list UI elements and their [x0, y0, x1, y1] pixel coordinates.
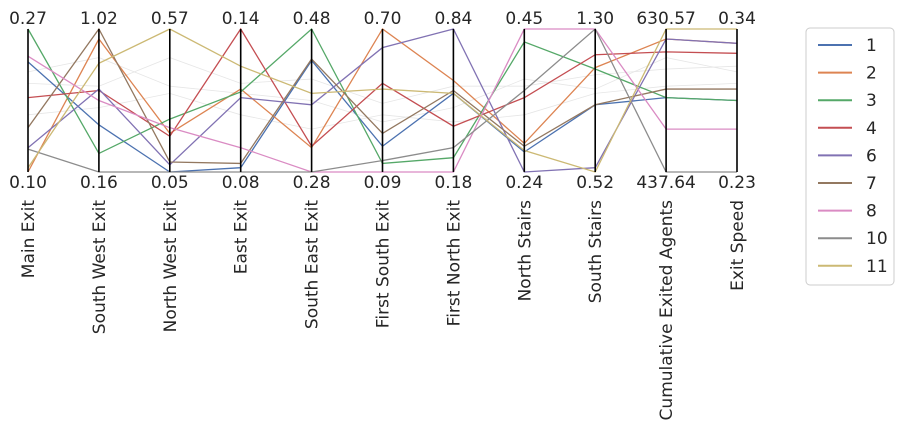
axis-label: First North Exit	[444, 200, 464, 327]
legend-label: 1	[866, 36, 877, 56]
legend-label: 8	[866, 202, 877, 222]
axis-max-tick: 0.27	[9, 9, 47, 29]
axis-label: South Stairs	[586, 200, 606, 303]
axis-min-tick: 0.09	[364, 173, 402, 193]
axis-min-tick: 0.10	[9, 173, 47, 193]
legend-items: 1 2 3 4 6 7 8 10 11	[818, 36, 888, 277]
axis-max-tick: 1.02	[80, 9, 118, 29]
axis-label: North West Exit	[161, 200, 181, 333]
axis-label: Exit Speed	[728, 200, 748, 291]
legend-label: 4	[866, 119, 877, 139]
legend-frame	[805, 27, 895, 286]
axis-min-tick: 0.05	[151, 173, 189, 193]
axis-max-tick: 0.45	[505, 9, 543, 29]
axis-min-tick: 437.64	[636, 173, 695, 193]
axis-label: First South Exit	[374, 200, 394, 329]
axis-max-tick: 0.34	[718, 9, 756, 29]
axis-min-tick: 0.08	[222, 173, 260, 193]
legend: 1 2 3 4 6 7 8 10 11	[805, 27, 895, 286]
axis-min-tick: 0.23	[718, 173, 756, 193]
axis-label: Main Exit	[19, 200, 39, 279]
legend-label: 3	[866, 91, 877, 111]
axis-label: East Exit	[232, 200, 252, 275]
axes: 0.27 0.10 Main Exit 1.02 0.16 South West Exit…	[9, 9, 756, 420]
axis-min-tick: 0.24	[505, 173, 543, 193]
axis-label: South East Exit	[303, 200, 323, 329]
legend-label: 6	[866, 146, 877, 166]
axis-label: South West Exit	[90, 200, 110, 335]
axis-label: Cumulative Exited Agents	[657, 200, 677, 421]
axis-min-tick: 0.16	[80, 173, 118, 193]
axis-max-tick: 0.84	[434, 9, 472, 29]
axis-max-tick: 630.57	[636, 9, 695, 29]
axis-label: North Stairs	[515, 200, 535, 302]
legend-label: 7	[866, 174, 877, 194]
axis-min-tick: 0.52	[576, 173, 614, 193]
axis-max-tick: 0.57	[151, 9, 189, 29]
axis-min-tick: 0.18	[434, 173, 472, 193]
legend-label: 10	[866, 229, 888, 249]
axis-min-tick: 0.28	[293, 173, 331, 193]
axis-max-tick: 0.70	[364, 9, 402, 29]
axis-max-tick: 0.48	[293, 9, 331, 29]
legend-label: 11	[866, 257, 888, 277]
legend-label: 2	[866, 64, 877, 84]
axis-max-tick: 0.14	[222, 9, 260, 29]
axis-max-tick: 1.30	[576, 9, 614, 29]
